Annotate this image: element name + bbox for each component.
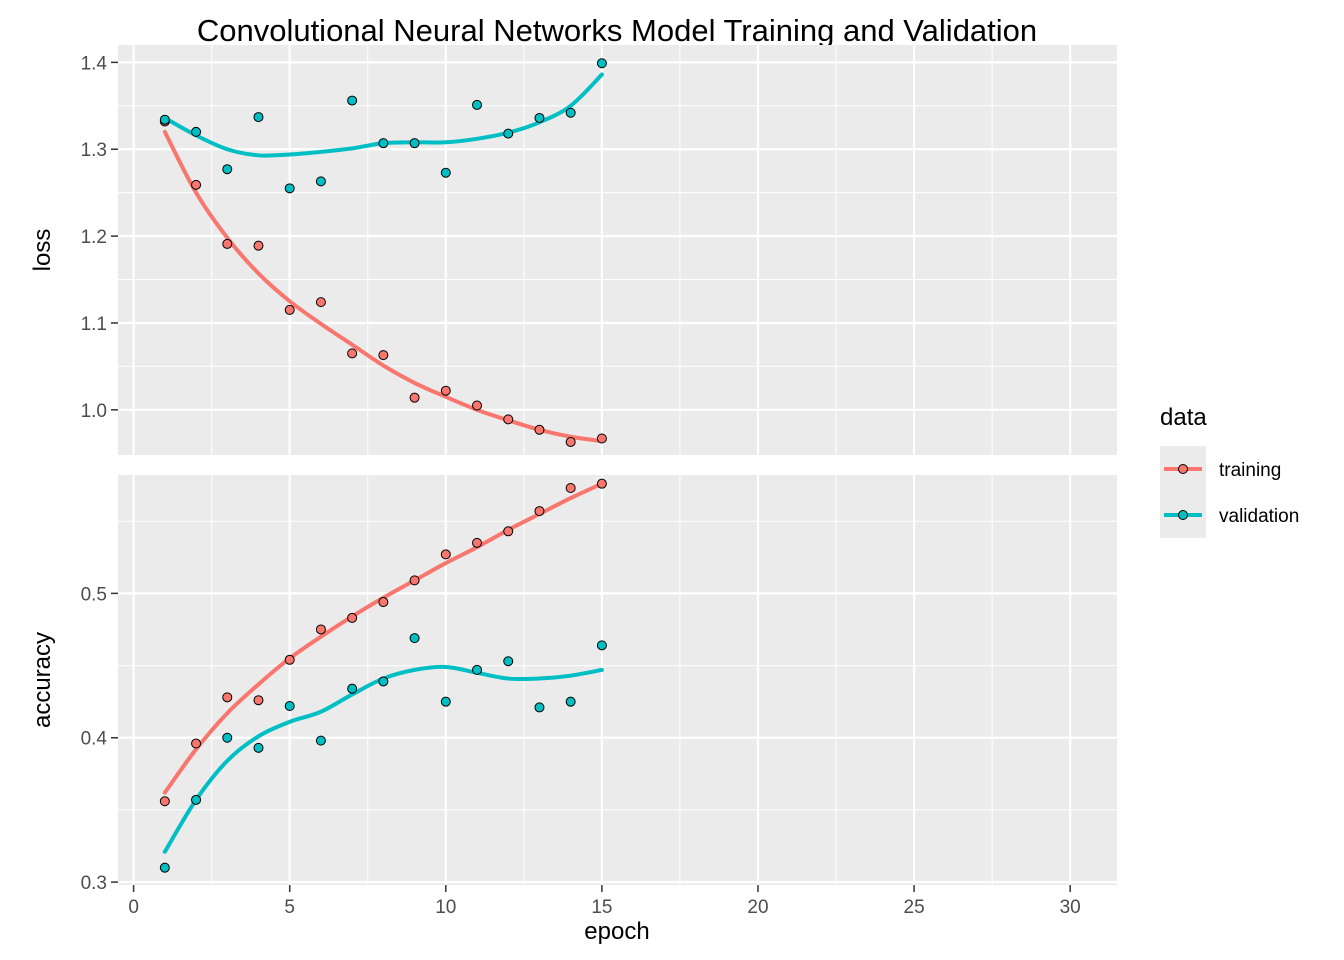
data-point-training xyxy=(565,482,576,493)
data-point-validation xyxy=(284,700,295,711)
x-tick-label: 5 xyxy=(284,897,295,918)
data-point-training xyxy=(315,624,326,635)
data-point-validation xyxy=(409,138,420,149)
legend-label-validation: validation xyxy=(1219,506,1299,527)
data-point-validation xyxy=(565,107,576,118)
data-point-validation xyxy=(347,95,358,106)
data-point-validation xyxy=(503,128,514,139)
data-point-training xyxy=(472,400,483,411)
data-point-training xyxy=(284,654,295,665)
data-point-training xyxy=(253,695,264,706)
data-point-validation xyxy=(284,183,295,194)
data-point-validation xyxy=(222,732,233,743)
data-point-training xyxy=(534,424,545,435)
data-point-training xyxy=(222,238,233,249)
data-point-training xyxy=(284,304,295,315)
data-point-training xyxy=(191,738,202,749)
data-point-validation xyxy=(440,696,451,707)
data-point-validation xyxy=(565,696,576,707)
data-point-training xyxy=(378,350,389,361)
data-point-validation xyxy=(596,640,607,651)
data-point-validation xyxy=(315,735,326,746)
data-point-validation xyxy=(472,664,483,675)
panel-background xyxy=(118,45,1117,455)
data-point-validation xyxy=(472,99,483,110)
data-point-training xyxy=(159,796,170,807)
data-point-validation xyxy=(347,683,358,694)
data-point-training xyxy=(347,612,358,623)
data-point-validation xyxy=(191,126,202,137)
data-point-validation xyxy=(409,633,420,644)
data-point-training xyxy=(596,433,607,444)
data-point-training xyxy=(222,692,233,703)
data-point-training xyxy=(315,297,326,308)
panel-background xyxy=(118,475,1117,885)
data-point-training xyxy=(409,575,420,586)
data-point-validation xyxy=(378,138,389,149)
data-point-validation xyxy=(315,176,326,187)
y-tick-label: 0.3 xyxy=(81,873,107,894)
data-point-training xyxy=(409,392,420,403)
data-point-validation xyxy=(253,742,264,753)
data-point-validation xyxy=(503,656,514,667)
legend-title: data xyxy=(1160,404,1207,431)
legend-key-point-training xyxy=(1178,464,1188,474)
data-point-validation xyxy=(222,164,233,175)
data-point-training xyxy=(596,478,607,489)
x-tick-label: 10 xyxy=(435,897,456,918)
x-tick-label: 15 xyxy=(591,897,612,918)
data-point-training xyxy=(503,414,514,425)
series-line-training xyxy=(162,129,604,444)
chart-title: Convolutional Neural Networks Model Trai… xyxy=(197,13,1037,48)
data-point-validation xyxy=(159,114,170,125)
y-tick-label: 0.4 xyxy=(81,729,108,750)
y-tick-label: 1.3 xyxy=(81,140,107,161)
chart-panels: 1.0 1.1 1.2 1.3 1.4 loss 0.3 0.4 0.5 accuracy 0 5 10… xyxy=(29,45,1117,918)
data-point-training xyxy=(347,348,358,359)
data-point-training xyxy=(565,436,576,447)
y-tick-label: 0.5 xyxy=(81,584,107,605)
panel-loss: 1.0 1.1 1.2 1.3 1.4 loss xyxy=(29,45,1117,455)
data-point-validation xyxy=(534,112,545,123)
data-point-validation xyxy=(596,58,607,69)
legend: data training validation xyxy=(1160,404,1299,538)
y-tick-label: 1.4 xyxy=(81,53,108,74)
data-point-training xyxy=(253,240,264,251)
x-tick-label: 25 xyxy=(904,897,925,918)
x-tick-label: 20 xyxy=(747,897,768,918)
data-point-validation xyxy=(534,702,545,713)
data-point-training xyxy=(503,526,514,537)
x-axis: 0 5 10 15 20 25 30 xyxy=(128,885,1081,918)
data-point-training xyxy=(440,385,451,396)
data-point-training xyxy=(472,537,483,548)
data-point-validation xyxy=(378,676,389,687)
y-tick-label: 1.2 xyxy=(81,227,107,248)
legend-key-point-validation xyxy=(1178,510,1188,520)
y-tick-label: 1.1 xyxy=(81,314,107,335)
x-axis-title: epoch xyxy=(584,918,649,945)
data-point-validation xyxy=(159,862,170,873)
legend-label-training: training xyxy=(1219,460,1281,481)
data-point-validation xyxy=(253,112,264,123)
x-tick-label: 0 xyxy=(128,897,139,918)
data-point-training xyxy=(440,549,451,560)
y-tick-label: 1.0 xyxy=(81,401,107,422)
data-point-training xyxy=(378,597,389,608)
x-tick-label: 30 xyxy=(1060,897,1081,918)
data-point-validation xyxy=(191,794,202,805)
y-axis-title: loss xyxy=(29,229,56,272)
data-point-training xyxy=(534,506,545,517)
y-axis-title: accuracy xyxy=(29,632,56,728)
data-point-validation xyxy=(440,167,451,178)
data-point-training xyxy=(191,179,202,190)
panel-accuracy: 0.3 0.4 0.5 accuracy xyxy=(29,475,1117,894)
